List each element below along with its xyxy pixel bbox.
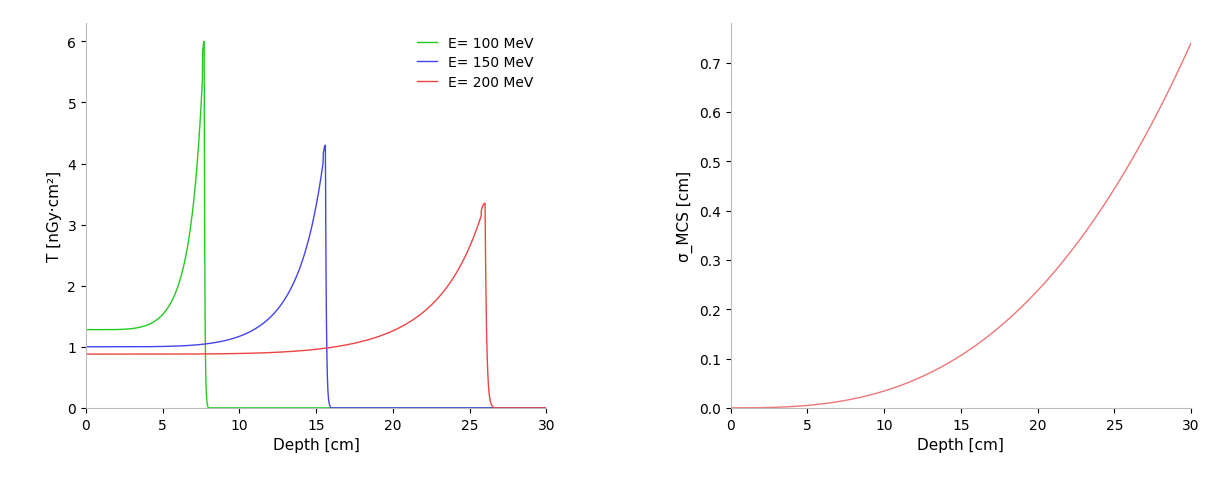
Y-axis label: σ_MCS [cm]: σ_MCS [cm] (677, 170, 694, 262)
E= 150 MeV (318, 143, 333, 149)
Line: E= 200 MeV: E= 200 MeV (86, 204, 546, 408)
Line: E= 150 MeV: E= 150 MeV (86, 146, 546, 408)
E= 200 MeV (422, 304, 437, 310)
Legend: E= 100 MeV, E= 150 MeV, E= 200 MeV: E= 100 MeV, E= 150 MeV, E= 200 MeV (411, 31, 539, 95)
E= 100 MeV (254, 405, 269, 411)
E= 150 MeV (378, 405, 393, 411)
E= 100 MeV (422, 405, 437, 411)
E= 150 MeV (162, 344, 177, 349)
E= 200 MeV (478, 201, 492, 207)
E= 200 MeV (378, 331, 393, 337)
E= 200 MeV (506, 405, 521, 411)
E= 200 MeV (539, 405, 554, 411)
E= 100 MeV (355, 405, 370, 411)
E= 200 MeV (355, 339, 370, 345)
E= 200 MeV (254, 350, 269, 356)
E= 150 MeV (335, 405, 350, 411)
E= 100 MeV (162, 302, 177, 308)
E= 150 MeV (457, 405, 472, 411)
E= 150 MeV (355, 405, 370, 411)
E= 200 MeV (79, 351, 93, 357)
E= 150 MeV (79, 344, 93, 350)
E= 100 MeV (209, 405, 223, 411)
E= 200 MeV (162, 351, 177, 357)
E= 100 MeV (539, 405, 554, 411)
E= 150 MeV (539, 405, 554, 411)
X-axis label: Depth [cm]: Depth [cm] (273, 437, 360, 452)
E= 150 MeV (254, 322, 269, 327)
Y-axis label: T [nGy·cm²]: T [nGy·cm²] (47, 170, 61, 262)
E= 100 MeV (457, 405, 472, 411)
E= 100 MeV (378, 405, 393, 411)
E= 100 MeV (79, 327, 93, 333)
E= 150 MeV (422, 405, 437, 411)
E= 100 MeV (196, 39, 211, 45)
E= 200 MeV (457, 255, 472, 261)
Line: E= 100 MeV: E= 100 MeV (86, 42, 546, 408)
X-axis label: Depth [cm]: Depth [cm] (917, 437, 1005, 452)
